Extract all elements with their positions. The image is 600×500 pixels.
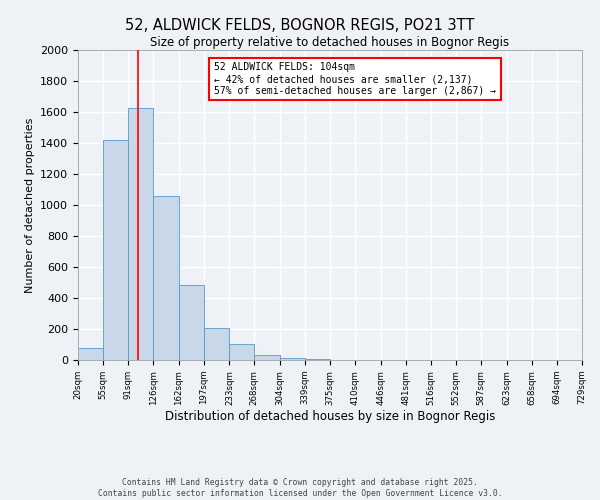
Text: 52, ALDWICK FELDS, BOGNOR REGIS, PO21 3TT: 52, ALDWICK FELDS, BOGNOR REGIS, PO21 3T… <box>125 18 475 32</box>
Bar <box>204 328 229 360</box>
Bar <box>103 140 128 360</box>
Bar <box>154 196 179 360</box>
X-axis label: Distribution of detached houses by size in Bognor Regis: Distribution of detached houses by size … <box>165 410 495 423</box>
Bar <box>254 354 280 360</box>
Bar <box>229 344 254 360</box>
Text: Contains HM Land Registry data © Crown copyright and database right 2025.
Contai: Contains HM Land Registry data © Crown c… <box>98 478 502 498</box>
Bar <box>179 285 204 360</box>
Bar <box>305 359 331 360</box>
Text: 52 ALDWICK FELDS: 104sqm
← 42% of detached houses are smaller (2,137)
57% of sem: 52 ALDWICK FELDS: 104sqm ← 42% of detach… <box>214 62 496 96</box>
Bar <box>78 348 103 360</box>
Bar <box>280 358 305 360</box>
Title: Size of property relative to detached houses in Bognor Regis: Size of property relative to detached ho… <box>151 36 509 49</box>
Bar <box>128 108 154 360</box>
Y-axis label: Number of detached properties: Number of detached properties <box>25 118 35 292</box>
